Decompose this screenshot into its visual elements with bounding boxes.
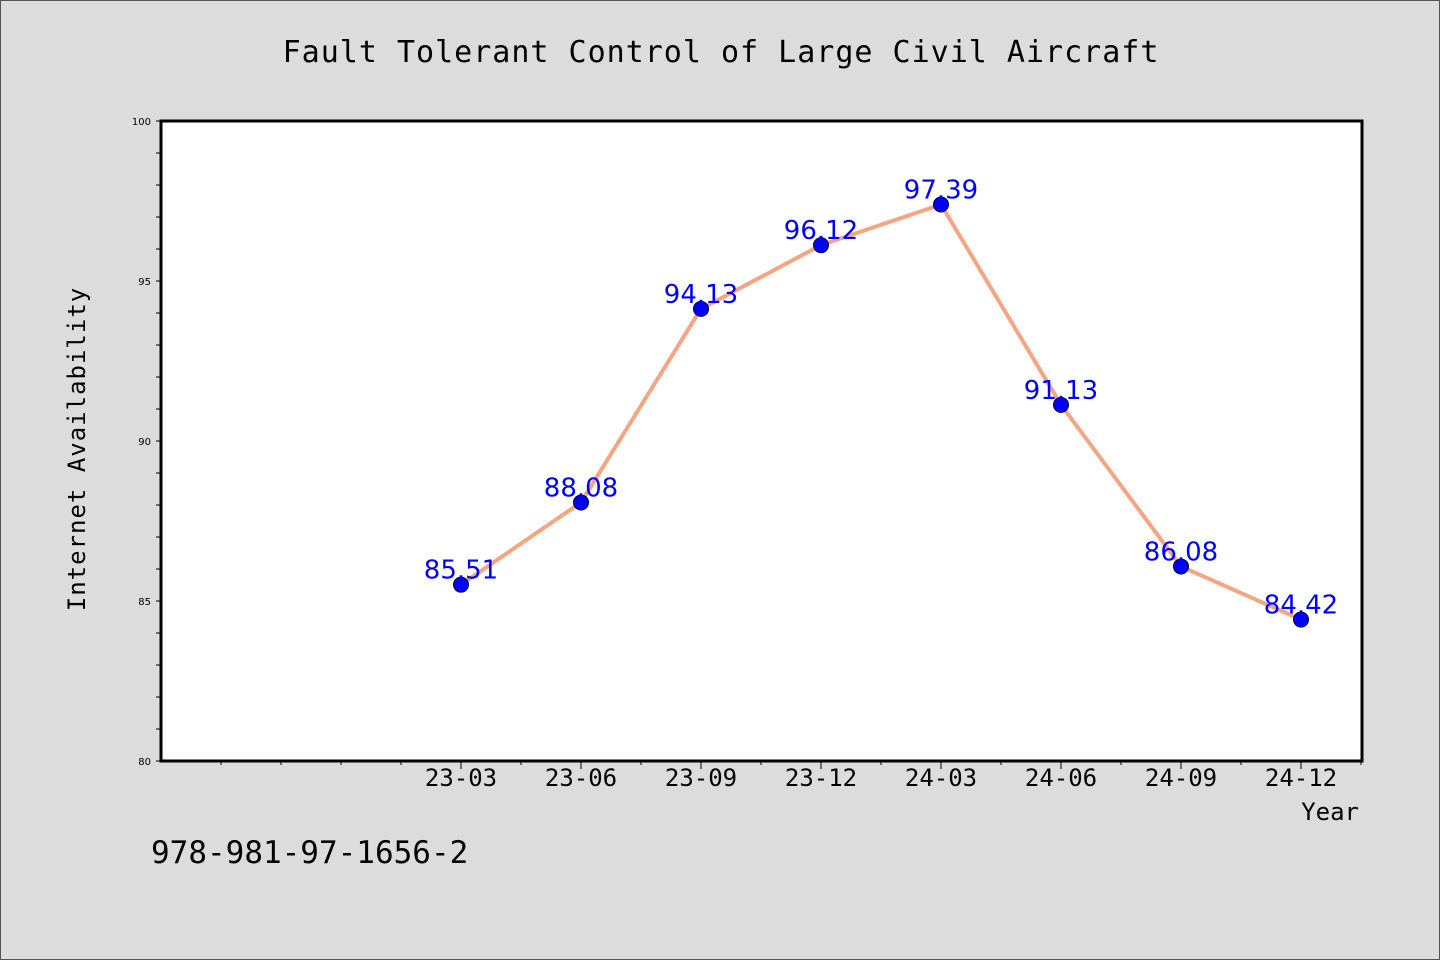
data-label: 94.13	[664, 280, 738, 310]
x-tick-label: 24-09	[1145, 764, 1217, 792]
series-line	[459, 202, 1302, 622]
footnote-isbn: 978-981-97-1656-2	[151, 835, 469, 871]
data-point	[453, 576, 469, 593]
data-point	[813, 237, 829, 254]
data-label: 97.39	[904, 176, 978, 206]
y-tick-label: 100	[132, 117, 151, 128]
x-tick-label: 23-06	[545, 764, 617, 792]
data-point	[1293, 611, 1309, 628]
data-label: 88.08	[544, 473, 618, 503]
x-tick-label: 23-09	[665, 764, 737, 792]
data-label: 86.08	[1144, 537, 1218, 567]
x-tick-label: 23-03	[425, 764, 497, 792]
data-label: 96.12	[784, 216, 858, 246]
y-tick-label: 80	[138, 757, 151, 768]
y-tick-label: 90	[138, 437, 151, 448]
y-tick-label: 95	[138, 277, 151, 288]
data-point	[1173, 558, 1189, 575]
x-axis-label: Year	[1301, 798, 1359, 826]
chart-title: Fault Tolerant Control of Large Civil Ai…	[282, 35, 1160, 70]
data-point	[1053, 396, 1069, 413]
data-label: 84.42	[1264, 591, 1338, 621]
plot-border	[159, 119, 1364, 763]
plot-background	[161, 121, 1362, 761]
data-label: 85.51	[424, 556, 498, 586]
data-label: 91.13	[1024, 376, 1098, 406]
data-point	[693, 300, 709, 317]
data-point	[933, 196, 949, 213]
x-tick-label: 23-12	[785, 764, 857, 792]
x-tick-label: 24-03	[905, 764, 977, 792]
x-tick-label: 24-06	[1025, 764, 1097, 792]
y-tick-label: 85	[138, 597, 151, 608]
data-point	[573, 494, 589, 511]
x-tick-label: 24-12	[1265, 764, 1337, 792]
